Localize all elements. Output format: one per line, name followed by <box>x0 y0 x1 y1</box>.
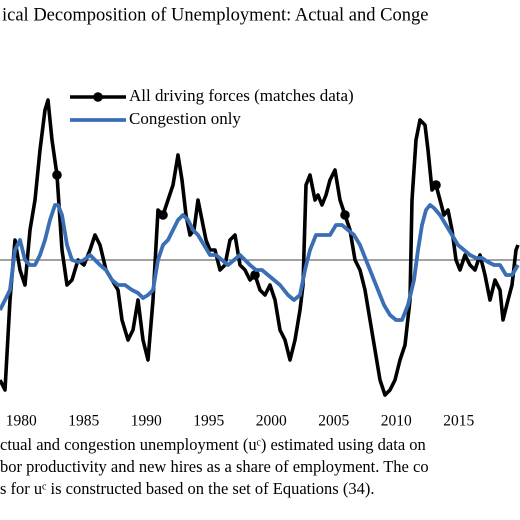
x-tick-label: 2010 <box>381 413 412 430</box>
series-line <box>0 98 520 397</box>
x-tick-label: 1995 <box>193 413 224 430</box>
series-marker <box>340 210 350 220</box>
chart-title: ical Decomposition of Unemployment: Actu… <box>2 5 428 25</box>
x-tick-label: 2015 <box>443 413 474 430</box>
series-marker <box>158 210 168 220</box>
legend-label: Congestion only <box>129 109 241 128</box>
legend-marker <box>93 92 103 102</box>
x-tick-label: 1990 <box>131 413 162 430</box>
series-marker <box>431 180 441 190</box>
series-line <box>0 203 520 322</box>
x-tick-label: 2005 <box>318 413 349 430</box>
caption-line: s for uᶜ is constructed based on the set… <box>0 479 374 498</box>
x-tick-label: 2000 <box>256 413 287 430</box>
x-tick-label: 1980 <box>6 413 37 430</box>
legend-label: All driving forces (matches data) <box>129 86 354 105</box>
x-tick-label: 1985 <box>68 413 99 430</box>
caption-line: bor productivity and new hires as a shar… <box>0 457 429 476</box>
series-marker <box>52 170 62 180</box>
series-marker <box>250 270 260 280</box>
caption-line: ctual and congestion unemployment (uᶜ) e… <box>0 435 426 454</box>
